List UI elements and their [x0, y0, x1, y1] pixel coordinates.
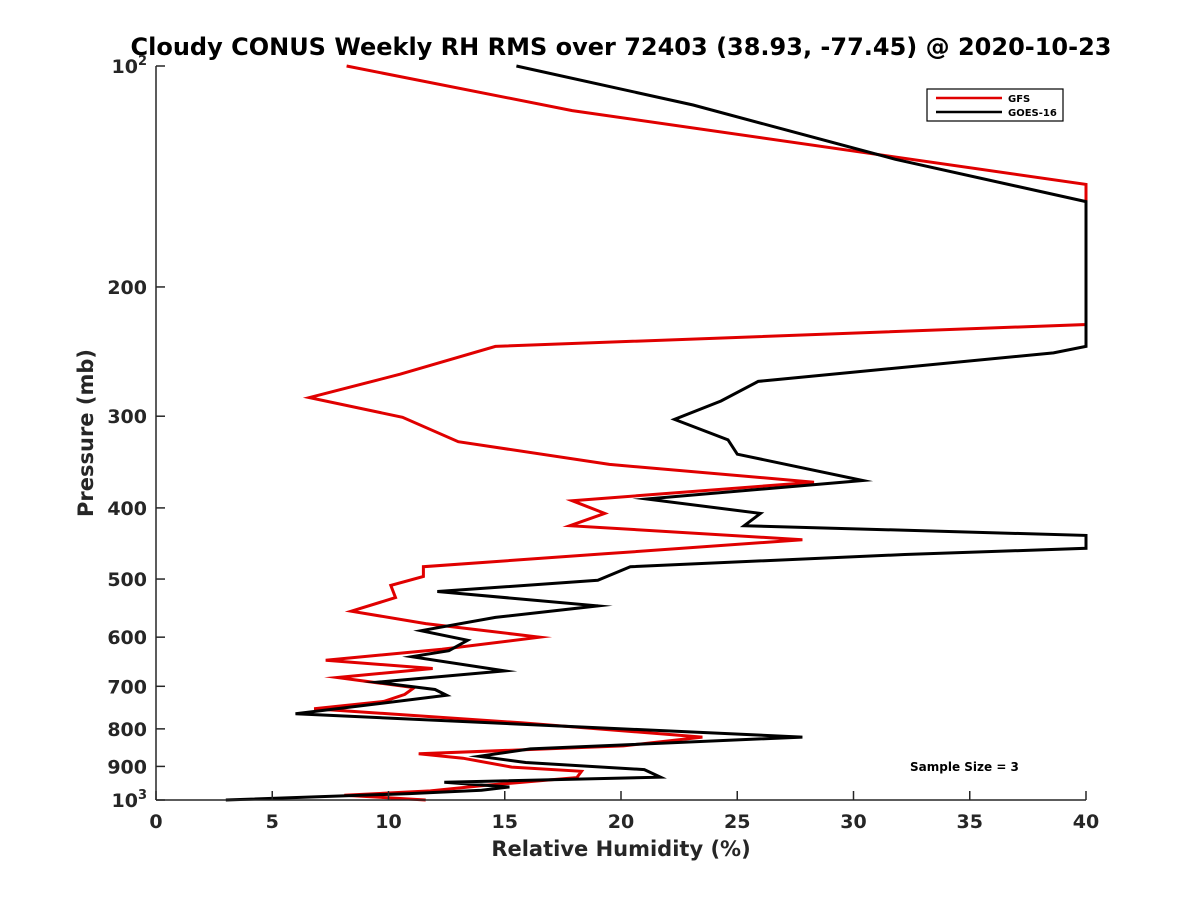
y-tick-base: 10	[112, 56, 138, 78]
y-axis-label: Pressure (mb)	[74, 349, 98, 517]
plot-area: 0 5 10 15 20 25 30 35 40 10220030040050060070080…	[107, 54, 1099, 833]
legend-label: GOES-16	[1008, 108, 1057, 119]
y-tick-label: 200	[107, 277, 147, 299]
legend-label: GFS	[1008, 94, 1030, 105]
x-axis-label: Relative Humidity (%)	[491, 837, 750, 861]
x-tick-label: 0	[149, 811, 162, 833]
x-tick-label: 35	[957, 811, 983, 833]
plot-background	[156, 66, 1086, 800]
x-tick-label: 40	[1073, 811, 1099, 833]
y-tick-base: 10	[112, 790, 138, 812]
legend-box	[926, 88, 1064, 122]
series-layer	[225, 64, 1088, 802]
x-tick-label: 20	[608, 811, 634, 833]
y-tick-label: 400	[107, 498, 147, 520]
y-tick-label: 500	[107, 569, 147, 591]
series-line-gfs	[302, 64, 1088, 802]
y-tick-label: 800	[107, 719, 147, 741]
y-tick-label: 700	[107, 676, 147, 698]
x-tick-label: 10	[375, 811, 401, 833]
y-tick-label: 900	[107, 756, 147, 778]
x-tick-label: 30	[840, 811, 866, 833]
series-line-goes-16	[225, 64, 1088, 802]
legend: GFS GOES-16	[926, 88, 1064, 122]
y-tick-label: 600	[107, 627, 147, 649]
x-ticks: 0 5 10 15 20 25 30 35 40	[149, 791, 1099, 833]
sample-size-annotation: Sample Size = 3	[910, 760, 1019, 774]
x-tick-label: 5	[266, 811, 279, 833]
y-tick-label: 300	[107, 406, 147, 428]
y-tick-label: 102	[112, 54, 148, 78]
x-tick-label: 25	[724, 811, 750, 833]
y-tick-label: 103	[112, 788, 148, 812]
y-tick-exponent: 2	[138, 54, 147, 69]
chart-title: Cloudy CONUS Weekly RH RMS over 72403 (3…	[131, 33, 1112, 61]
y-tick-exponent: 3	[138, 788, 147, 803]
x-tick-label: 15	[492, 811, 518, 833]
